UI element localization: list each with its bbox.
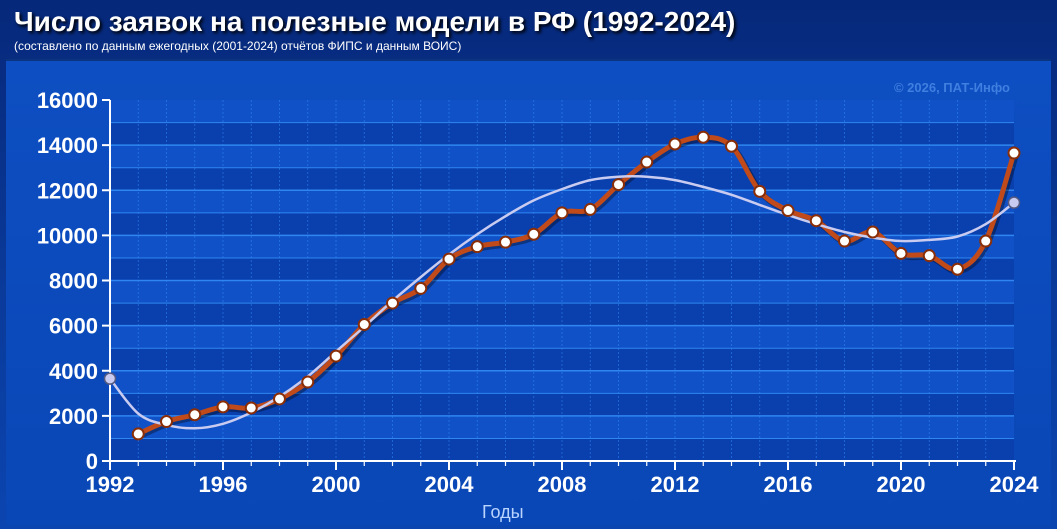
x-axis-title: Годы: [482, 502, 524, 523]
plot-band: [110, 348, 1014, 371]
data-point: [528, 229, 539, 240]
y-tick-label: 10000: [37, 223, 98, 248]
data-point: [924, 250, 935, 261]
data-point: [867, 226, 878, 237]
data-point: [359, 319, 370, 330]
x-tick-label: 2004: [425, 472, 475, 497]
data-point: [980, 236, 991, 247]
data-point: [444, 254, 455, 265]
x-tick-label: 1996: [199, 472, 248, 497]
x-tick-label: 2016: [764, 472, 813, 497]
data-point: [726, 141, 737, 152]
plot-band: [110, 168, 1014, 191]
data-point: [331, 351, 342, 362]
y-tick-label: 16000: [37, 88, 98, 113]
data-point: [415, 283, 426, 294]
data-point: [585, 204, 596, 215]
data-point: [811, 215, 822, 226]
plot-band: [110, 303, 1014, 326]
trend-endpoint: [105, 373, 116, 384]
y-tick-label: 8000: [49, 269, 98, 294]
watermark: © 2026, ПАТ-Инфо: [894, 80, 1010, 95]
x-tick-label: 2008: [538, 472, 587, 497]
y-tick-label: 12000: [37, 178, 98, 203]
data-point: [133, 428, 144, 439]
trend-endpoint: [1009, 197, 1020, 208]
data-point: [896, 248, 907, 259]
data-point: [246, 402, 257, 413]
y-tick-label: 6000: [49, 314, 98, 339]
data-point: [754, 186, 765, 197]
data-point: [839, 236, 850, 247]
plot-band: [110, 281, 1014, 304]
data-point: [472, 241, 483, 252]
data-point: [783, 205, 794, 216]
y-tick-label: 4000: [49, 359, 98, 384]
data-point: [161, 416, 172, 427]
data-point: [613, 179, 624, 190]
data-point: [500, 237, 511, 248]
x-tick-label: 2000: [312, 472, 361, 497]
y-tick-label: 0: [86, 449, 98, 474]
x-tick-label: 1992: [86, 472, 135, 497]
data-point: [189, 409, 200, 420]
data-point: [698, 132, 709, 143]
data-point: [641, 157, 652, 168]
plot-band: [110, 100, 1014, 123]
data-point: [218, 401, 229, 412]
x-tick-label: 2012: [651, 472, 700, 497]
plot-band: [110, 416, 1014, 439]
data-point: [557, 207, 568, 218]
data-point: [670, 138, 681, 149]
data-point: [1009, 148, 1020, 159]
data-point: [274, 393, 285, 404]
y-tick-label: 2000: [49, 404, 98, 429]
data-point: [302, 377, 313, 388]
x-tick-label: 2024: [990, 472, 1040, 497]
x-tick-label: 2020: [877, 472, 926, 497]
data-point: [387, 298, 398, 309]
data-point: [952, 264, 963, 275]
y-tick-label: 14000: [37, 133, 98, 158]
